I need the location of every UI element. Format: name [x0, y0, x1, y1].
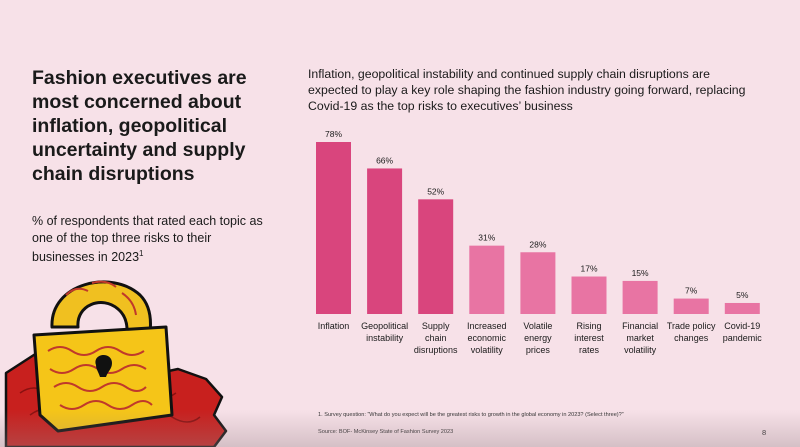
value-label-7: 7%: [685, 286, 698, 296]
bar-1: [367, 168, 403, 314]
category-label-2: Supply chain disruptions: [414, 321, 458, 355]
category-label-5: Rising interest rates: [574, 321, 604, 355]
value-label-1: 66%: [376, 155, 393, 165]
bar-6: [622, 280, 658, 314]
value-label-0: 78%: [325, 129, 342, 139]
value-label-2: 52%: [427, 186, 444, 196]
category-label-7: Trade policy changes: [667, 321, 716, 343]
puzzle-lock-illustration: [4, 280, 228, 447]
chart-title: Inflation, geopolitical instability and …: [308, 67, 746, 113]
page-number: 8: [762, 428, 767, 437]
category-label-6: Financial market volatility: [622, 321, 658, 355]
bar-7: [673, 298, 709, 314]
subtitle-text: % of respondents that rated each topic a…: [32, 214, 263, 265]
category-label-3: Increased economic volatility: [467, 321, 507, 355]
value-label-6: 15%: [632, 268, 649, 278]
value-label-5: 17%: [580, 264, 597, 274]
value-label-4: 28%: [529, 239, 546, 249]
bar-5: [571, 276, 607, 314]
padlock-icon: [32, 280, 174, 433]
chart-subtitle: % of respondents that rated each topic a…: [32, 213, 272, 266]
category-label-8: Covid-19 pandemic: [723, 321, 763, 343]
category-label-1: Geopolitical instability: [361, 321, 408, 343]
category-label-4: Volatile energy prices: [523, 321, 552, 355]
value-label-3: 31%: [478, 233, 495, 243]
bar-3: [469, 245, 505, 314]
bar-8: [724, 302, 760, 314]
footnote-marker: 1: [139, 249, 144, 258]
page-headline: Fashion executives are most concerned ab…: [32, 67, 247, 185]
bar-4: [520, 252, 556, 314]
bar-2: [418, 199, 454, 314]
footnote: 1. Survey question: “What do you expect …: [318, 412, 624, 418]
value-label-8: 5%: [736, 290, 749, 300]
source-note: Source: BOF- McKinsey State of Fashion S…: [318, 429, 454, 435]
category-label-0: Inflation: [318, 321, 350, 331]
bar-0: [316, 142, 351, 314]
